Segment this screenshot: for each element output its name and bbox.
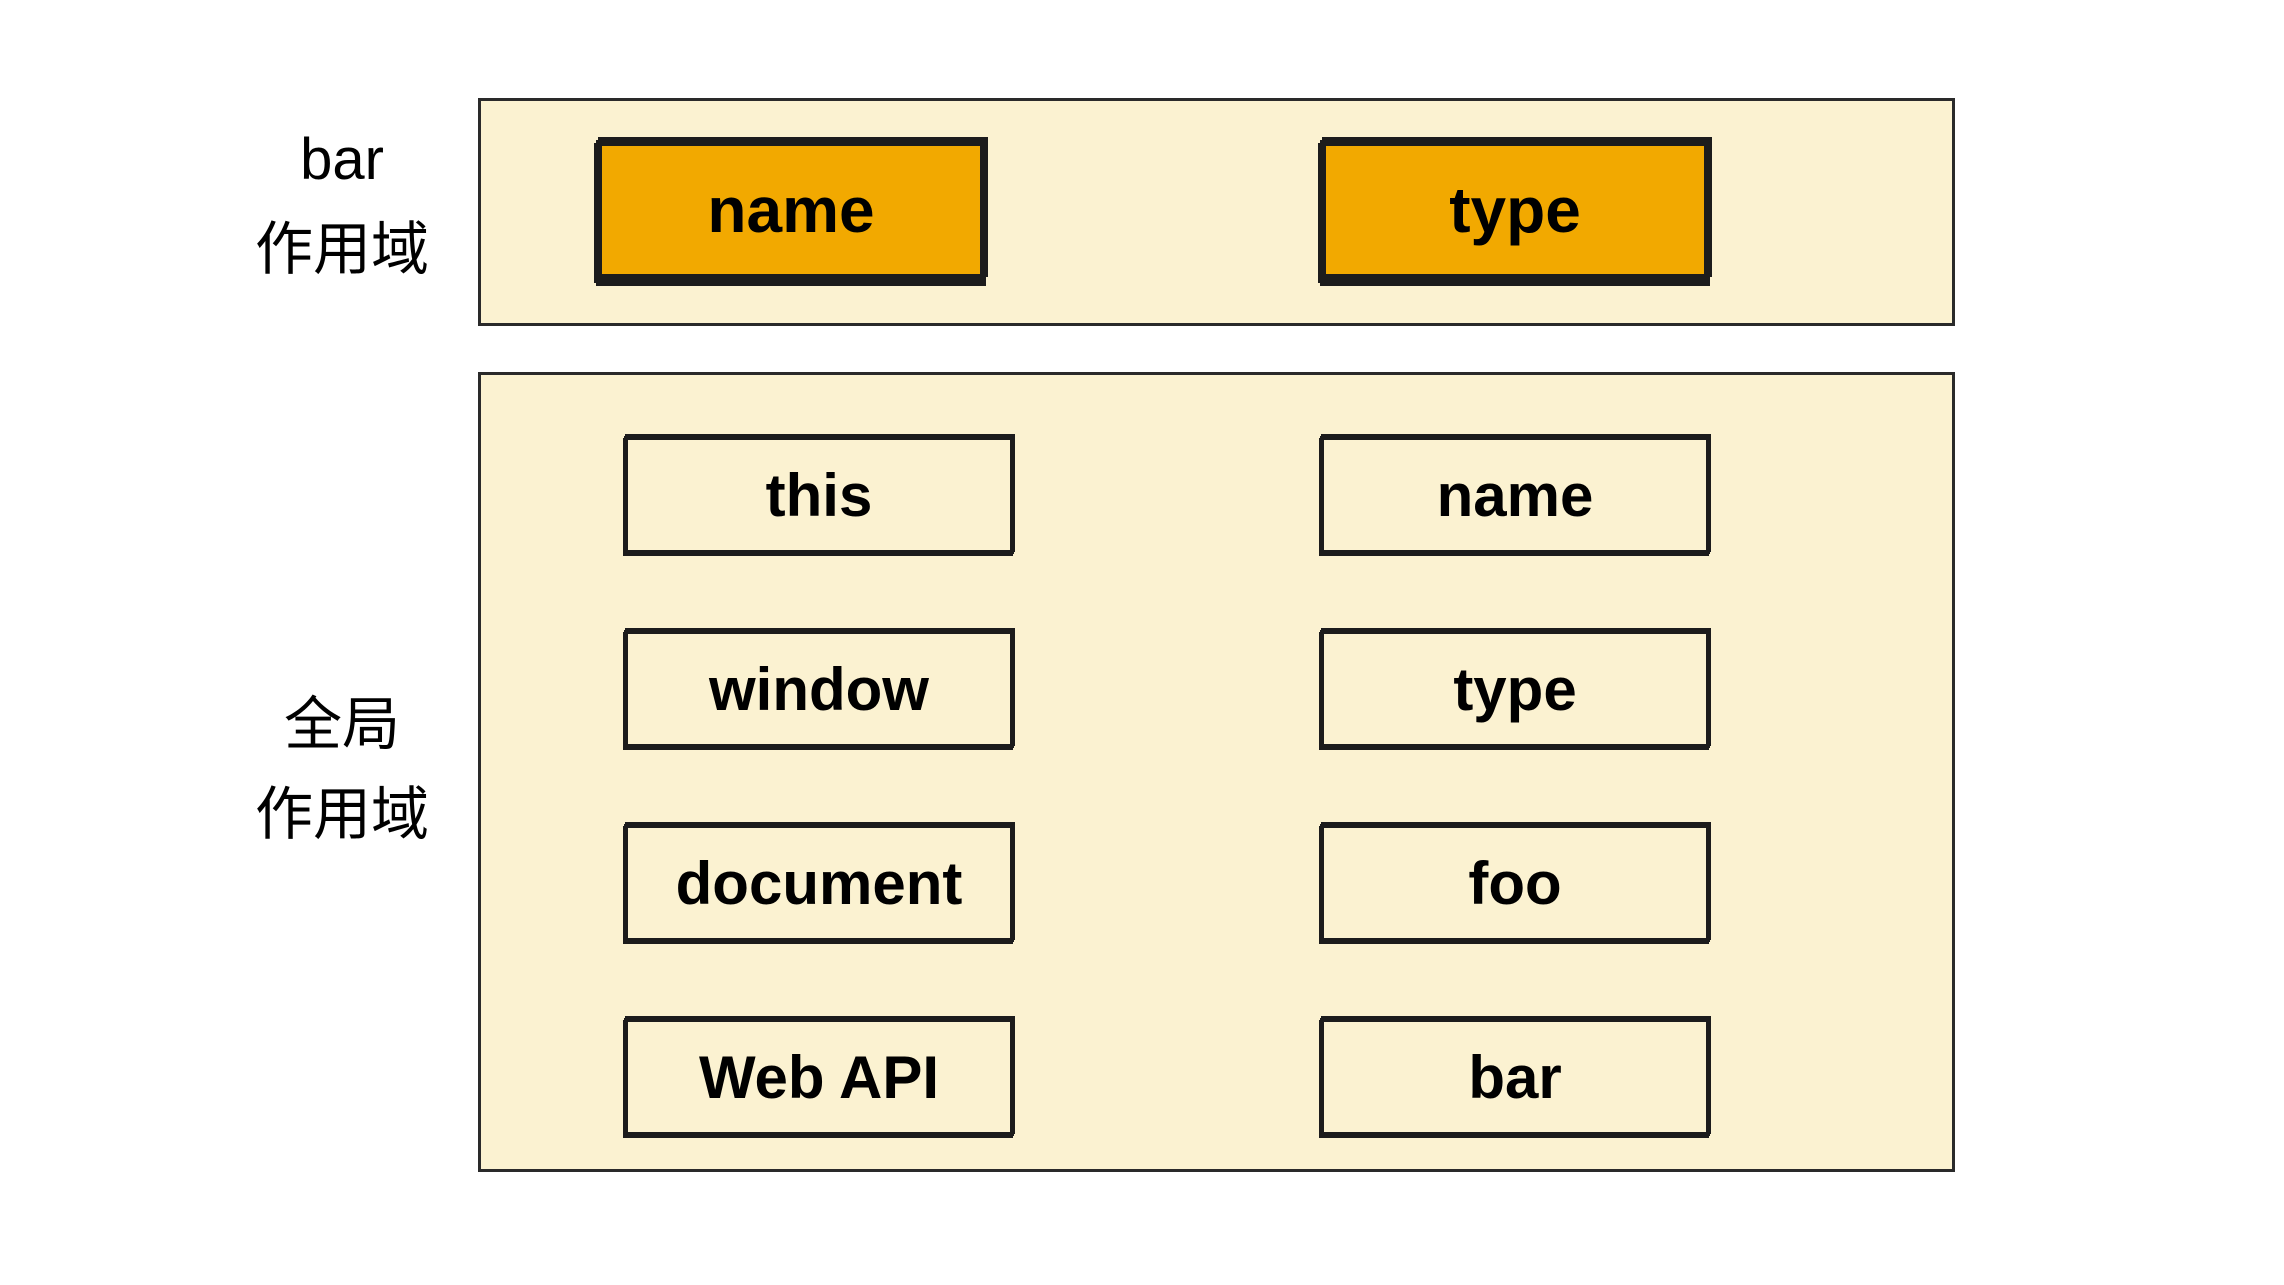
global-box-webapi: Web API <box>624 1018 1014 1136</box>
diagram-canvas: bar 作用域 全局 作用域 name type this window doc… <box>0 0 2284 1285</box>
bar-scope-box-type: type <box>1320 140 1710 280</box>
global-box-document: document <box>624 824 1014 942</box>
bar-scope-box-name: name <box>596 140 986 280</box>
global-box-name: name <box>1320 436 1710 554</box>
global-box-bar: bar <box>1320 1018 1710 1136</box>
global-box-type: type <box>1320 630 1710 748</box>
global-scope-label: 全局 作用域 <box>232 680 452 860</box>
global-box-foo: foo <box>1320 824 1710 942</box>
global-box-this: this <box>624 436 1014 554</box>
global-box-window: window <box>624 630 1014 748</box>
bar-scope-label: bar 作用域 <box>232 115 452 295</box>
